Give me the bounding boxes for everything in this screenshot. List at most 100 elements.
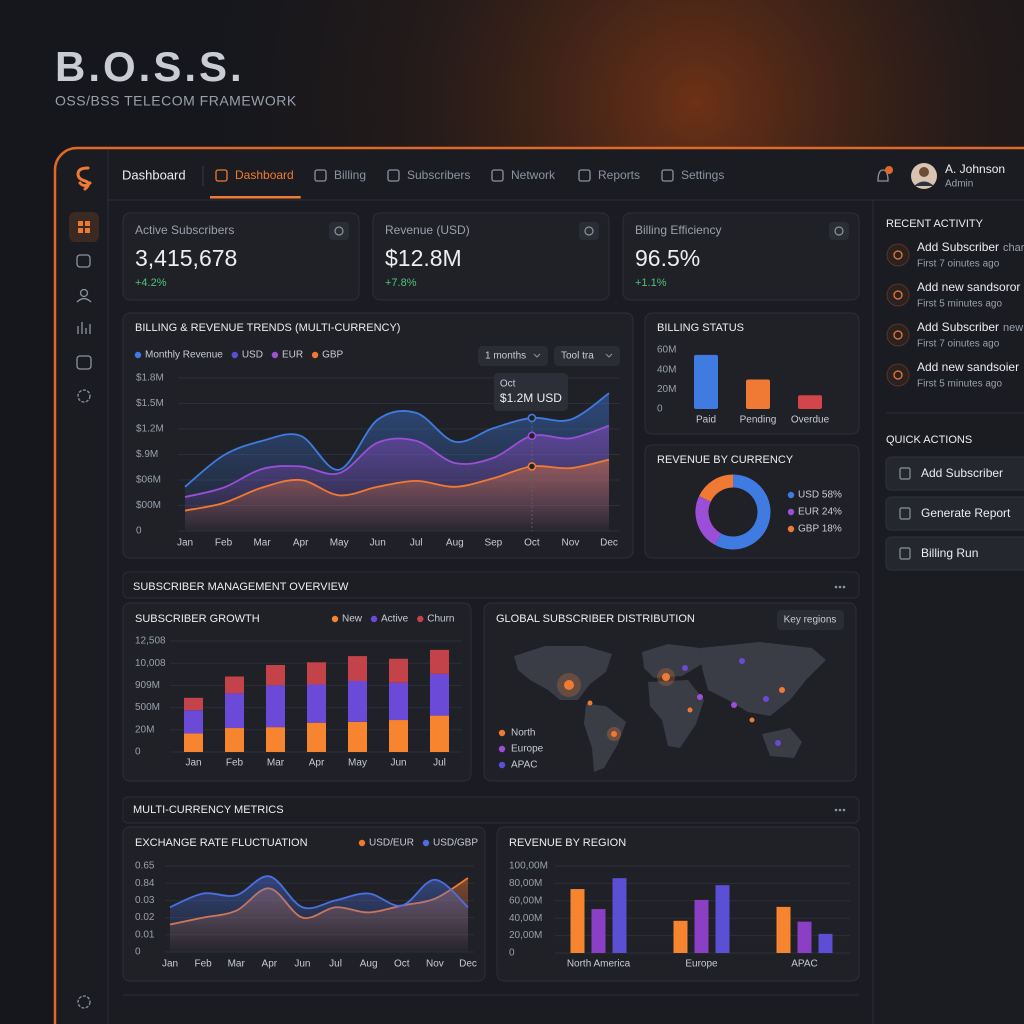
activity-time: First 7 oinutes ago	[917, 259, 1000, 270]
y-tick-label: $1.2M	[136, 424, 164, 435]
x-tick-label: Jun	[294, 959, 310, 970]
y-tick-label: 0	[135, 747, 141, 758]
quick-action-label: Add Subscriber	[921, 466, 1003, 480]
y-tick-label: 0.65	[135, 861, 155, 872]
activity-glyph	[893, 330, 903, 340]
legend-label: North	[511, 728, 535, 739]
growth-panel	[122, 602, 472, 782]
nav-icon[interactable]	[77, 389, 91, 403]
activity-time: First 5 minutes ago	[917, 299, 1002, 310]
notification-dot	[885, 166, 893, 174]
x-tick-label: Jun	[390, 758, 406, 769]
tab-icon	[314, 169, 327, 182]
kpi-value: $12.8M	[385, 245, 462, 271]
y-tick-label: $06M	[136, 475, 161, 486]
logo	[76, 166, 92, 191]
bar	[776, 906, 791, 953]
tab[interactable]: Subscribers	[407, 168, 470, 182]
y-tick-label: 0.02	[135, 912, 155, 923]
y-tick-label: 500M	[135, 702, 160, 713]
more-icon[interactable]	[834, 585, 846, 589]
x-tick-label: Paid	[696, 415, 716, 426]
nav-icon[interactable]	[79, 288, 89, 298]
nav-icon[interactable]	[77, 322, 91, 334]
tab[interactable]: Billing	[334, 168, 366, 182]
dropdown[interactable]	[478, 346, 548, 366]
bar-segment	[266, 727, 285, 752]
x-tick-label: Feb	[215, 538, 233, 549]
key-regions-button[interactable]	[777, 610, 844, 630]
x-tick-label: Nov	[426, 959, 444, 970]
x-tick-label: North America	[567, 959, 631, 970]
kpi-value: 3,415,678	[135, 245, 237, 271]
legend-swatch	[417, 615, 424, 623]
legend-swatch	[787, 508, 795, 516]
bar-segment	[225, 693, 244, 729]
bell-icon[interactable]	[877, 169, 889, 182]
donut-slice	[714, 474, 771, 550]
legend-label: USD/GBP	[433, 838, 478, 849]
y-tick-label: 909M	[135, 680, 160, 691]
nav-icon-active[interactable]	[69, 212, 99, 242]
quick-action[interactable]	[885, 496, 1024, 531]
kpi-icon-glyph	[334, 226, 344, 236]
donut-slice	[695, 496, 722, 545]
quick-action-label: Generate Report	[921, 506, 1011, 520]
bar-segment	[184, 697, 203, 711]
tab[interactable]: Network	[511, 168, 556, 182]
y-tick-label: 0.03	[135, 895, 155, 906]
legend-swatch	[498, 729, 506, 737]
avatar-body	[914, 181, 934, 186]
area-fill	[185, 459, 609, 531]
nav-icon[interactable]	[76, 355, 92, 370]
x-tick-label: Dec	[459, 959, 477, 970]
quick-action[interactable]	[885, 456, 1024, 491]
brand-subtitle: OSS/BSS TELECOM FRAMEWORK	[55, 93, 297, 109]
y-tick-label: 0.84	[135, 878, 155, 889]
y-tick-label: 0.01	[135, 929, 155, 940]
panel-title: BILLING STATUS	[657, 322, 744, 334]
more-icon[interactable]	[834, 808, 846, 812]
panel-title: RECENT ACTIVITY	[886, 218, 984, 230]
nav-icon[interactable]	[76, 254, 91, 268]
bar	[694, 899, 709, 953]
bar-segment	[430, 649, 449, 674]
bar	[746, 379, 770, 409]
kpi-change: +7.8%	[385, 277, 417, 289]
dropdown[interactable]	[554, 346, 620, 366]
panel-title: QUICK ACTIONS	[886, 434, 972, 446]
legend-swatch	[787, 491, 795, 499]
bar	[694, 354, 718, 409]
x-tick-label: Oct	[524, 538, 540, 549]
kpi-card	[372, 212, 610, 301]
tab[interactable]: Settings	[681, 168, 724, 182]
kpi-change: +1.1%	[635, 277, 667, 289]
x-tick-label: Apr	[309, 758, 325, 769]
tooltip-label: Oct	[500, 379, 516, 390]
legend-swatch	[311, 351, 319, 359]
tooltip-value: $1.2M USD	[500, 391, 562, 405]
x-tick-label: Jan	[162, 959, 178, 970]
legend-swatch	[370, 615, 378, 623]
quick-action[interactable]	[885, 536, 1024, 571]
tab[interactable]: Reports	[598, 168, 640, 182]
bar-segment	[307, 684, 326, 723]
y-tick-label: 60M	[657, 345, 676, 356]
y-tick-label: 20,00M	[509, 930, 542, 941]
tab[interactable]: Dashboard	[235, 168, 294, 182]
bar-segment	[225, 728, 244, 752]
area-fill	[170, 876, 468, 952]
legend-swatch	[787, 525, 795, 533]
point	[527, 413, 537, 423]
x-tick-label: Nov	[562, 538, 580, 549]
activity-title: Add new sandsoror	[917, 280, 1020, 294]
activity-title: Add Subscriber	[917, 320, 999, 334]
tab-icon	[215, 169, 228, 182]
legend-swatch	[422, 839, 430, 847]
legend-label: GBP 18%	[798, 524, 842, 535]
settings-icon[interactable]	[77, 995, 91, 1009]
bar-segment	[389, 682, 408, 721]
bar-segment	[266, 685, 285, 728]
x-tick-label: Apr	[262, 959, 278, 970]
panel-title: REVENUE BY CURRENCY	[657, 454, 794, 466]
